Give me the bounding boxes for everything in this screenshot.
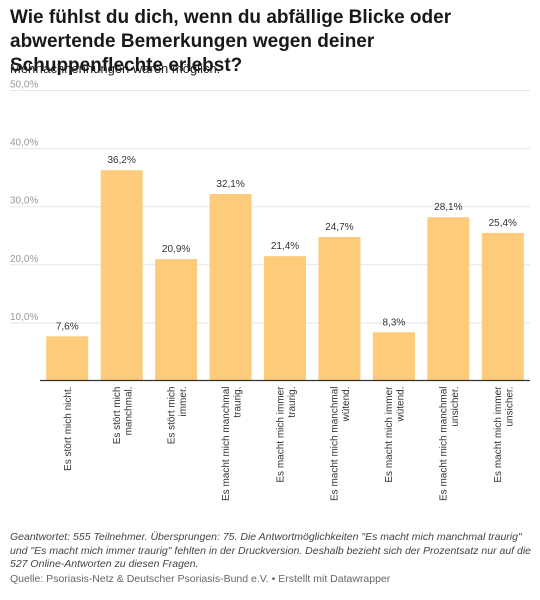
- value-label: 8,3%: [382, 317, 405, 328]
- footnote: Geantwortet: 555 Teilnehmer. Übersprunge…: [10, 531, 532, 570]
- y-tick-label: 30,0%: [10, 196, 38, 207]
- value-label: 7,6%: [56, 321, 79, 332]
- bar: [264, 256, 306, 381]
- bar: [209, 193, 252, 381]
- x-tick-label-line: Es macht mich immer: [493, 386, 504, 483]
- x-tick-label-line: unsicher.: [505, 387, 516, 427]
- y-tick-label: 20,0%: [10, 254, 38, 265]
- value-label: 21,4%: [271, 241, 299, 252]
- x-tick-label-line: manchmal.: [123, 387, 134, 436]
- bar: [155, 259, 198, 381]
- value-label: 25,4%: [489, 218, 517, 229]
- x-tick-label: Es stört mich manchmal.: [112, 387, 134, 445]
- x-tick-label-line: traurig.: [232, 387, 243, 418]
- x-tick-label: Es macht mich manchmal wütend.: [330, 387, 353, 501]
- x-tick-label-line: Es stört mich: [166, 387, 177, 445]
- x-tick-label: Es macht mich immer unsicher.: [493, 386, 516, 483]
- x-tick-label-line: Es macht mich manchmal: [439, 387, 450, 501]
- bar: [481, 232, 524, 381]
- bar: [372, 332, 415, 381]
- x-tick-label-line: wütend.: [341, 387, 352, 423]
- x-tick-label: Es macht mich manchmal traurig.: [221, 387, 244, 501]
- bar: [100, 170, 143, 381]
- x-tick-label: Es macht mich immer wütend.: [384, 386, 407, 483]
- x-tick-label: Es stört mich immer.: [166, 387, 189, 445]
- value-label: 32,1%: [216, 179, 244, 190]
- value-label: 28,1%: [434, 202, 462, 213]
- x-tick-label-line: Es macht mich immer: [275, 386, 286, 483]
- x-tick-label-line: Es stört mich: [112, 387, 123, 445]
- y-tick-label: 10,0%: [10, 312, 38, 323]
- chart-title: Wie fühlst du dich, wenn du abfällige Bl…: [10, 7, 452, 76]
- x-tick-label-line: Es macht mich manchmal: [330, 387, 341, 501]
- bar: [318, 236, 361, 381]
- bar: [46, 336, 89, 381]
- value-label: 20,9%: [162, 244, 190, 255]
- bar-chart: 10,0% 20,0% 30,0% 40,0% 50,0% 7,6% Es stört mi…: [10, 80, 530, 501]
- x-tick-label-line: wütend.: [396, 387, 407, 423]
- x-tick-label: Es stört mich nicht.: [63, 387, 74, 471]
- chart-subtitle: Mehrfachnennungen waren möglich.: [10, 61, 221, 76]
- x-tick-label-line: immer.: [178, 387, 189, 417]
- value-label: 24,7%: [325, 222, 353, 233]
- source-credit: Quelle: Psoriasis-Netz & Deutscher Psori…: [10, 573, 391, 585]
- x-tick-label: Es macht mich manchmal unsicher.: [439, 387, 462, 501]
- x-tick-label-line: Es macht mich immer: [384, 386, 395, 483]
- x-tick-label: Es macht mich immer traurig.: [275, 386, 298, 483]
- y-tick-label: 50,0%: [10, 80, 38, 91]
- x-tick-label-line: unsicher.: [450, 387, 461, 427]
- value-label: 36,2%: [107, 155, 135, 166]
- x-tick-label-line: traurig.: [287, 387, 298, 418]
- bar: [427, 217, 470, 381]
- y-tick-label: 40,0%: [10, 138, 38, 149]
- x-tick-label-line: Es macht mich manchmal: [221, 387, 232, 501]
- x-tick-label-line: Es stört mich nicht.: [63, 387, 74, 471]
